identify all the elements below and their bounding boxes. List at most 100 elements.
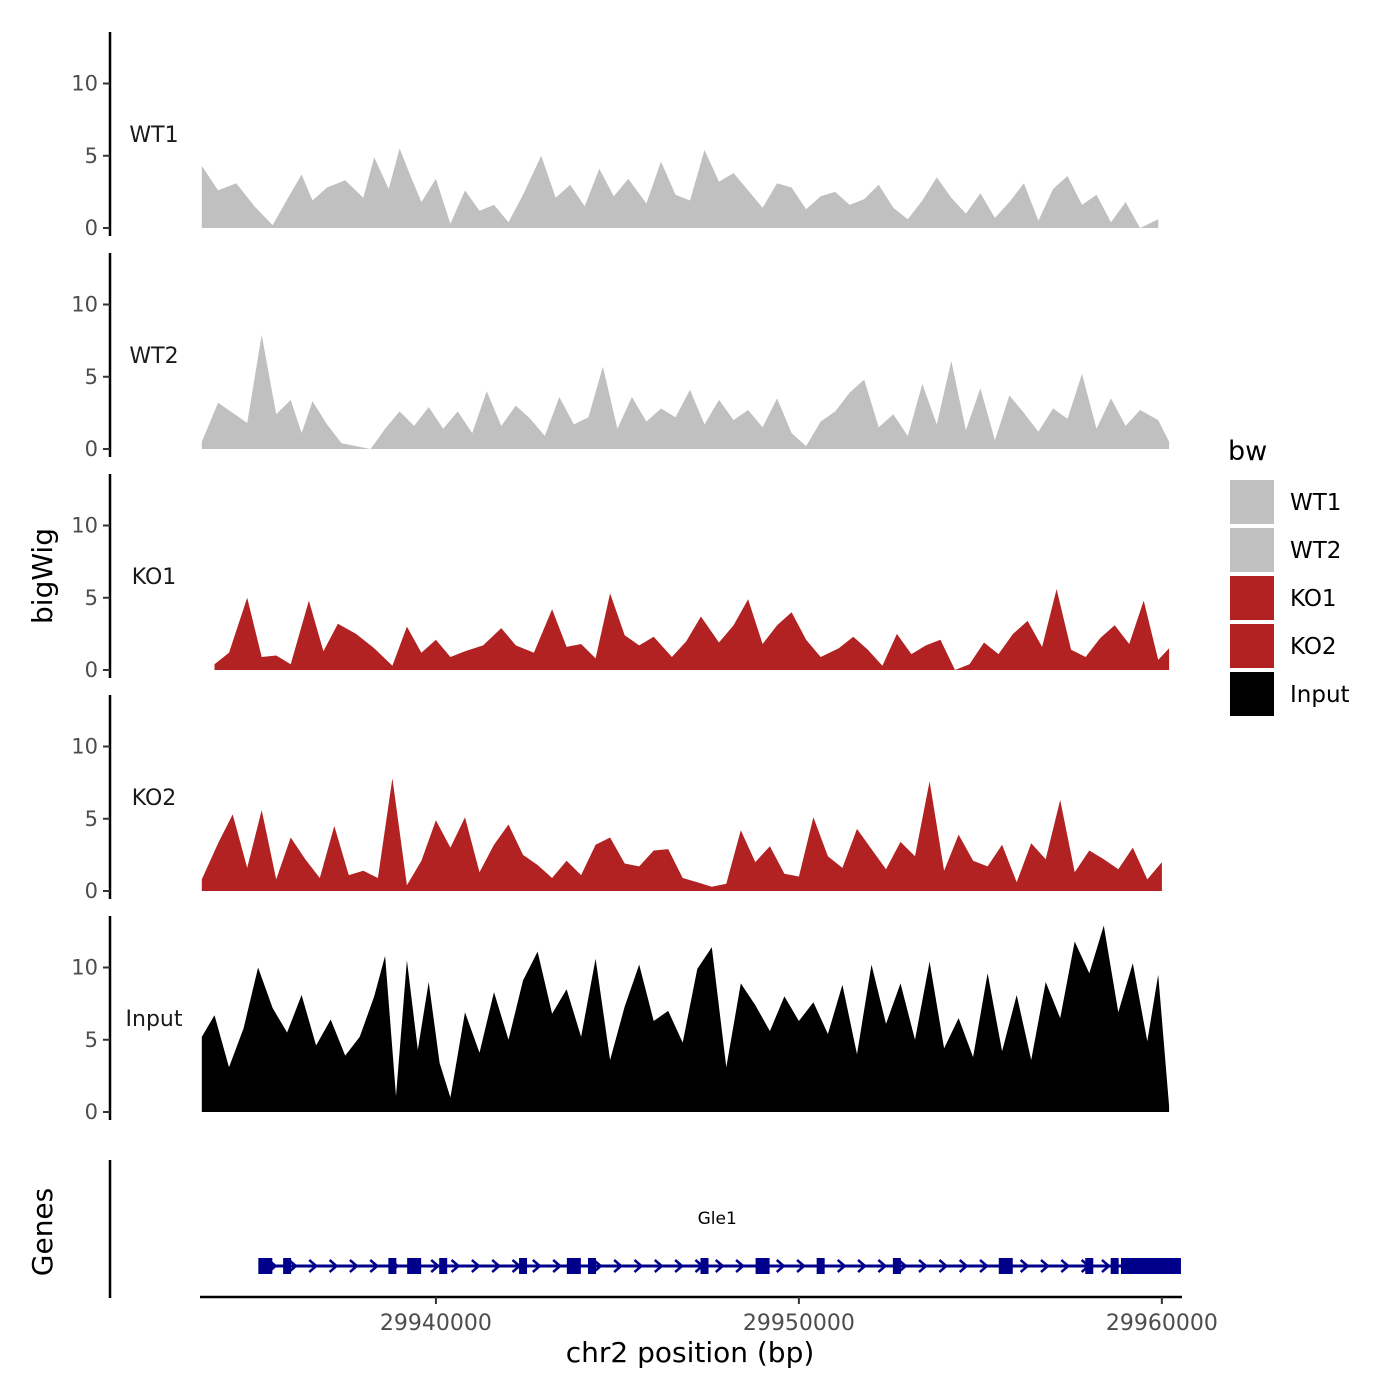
y-tick-label: 10 xyxy=(71,735,98,759)
y-tick-label: 5 xyxy=(85,144,98,168)
strand-arrow xyxy=(450,1259,461,1273)
strand-arrow xyxy=(532,1259,542,1273)
exon-block xyxy=(1085,1258,1094,1274)
exon-block xyxy=(566,1258,581,1274)
exon-block xyxy=(439,1258,448,1274)
track-label: KO1 xyxy=(132,565,177,590)
strand-arrow xyxy=(897,1259,908,1273)
y-tick-label: 0 xyxy=(85,216,98,240)
exon-block xyxy=(755,1258,770,1274)
strand-arrow xyxy=(1019,1259,1030,1273)
x-axis-label: chr2 position (bp) xyxy=(566,1336,815,1369)
legend-swatch xyxy=(1230,528,1274,572)
strand-arrow xyxy=(877,1259,888,1273)
track-label: KO2 xyxy=(132,786,177,811)
legend-swatch xyxy=(1230,576,1274,620)
track-ko1: 0 5 10 KO1 xyxy=(71,474,1170,682)
strand-arrow xyxy=(1060,1259,1071,1273)
track-wt2: 0 5 10 WT2 xyxy=(71,253,1170,461)
legend-swatch xyxy=(1230,480,1274,524)
legend-label: WT1 xyxy=(1290,490,1341,516)
legend-entry-ko1: KO1 xyxy=(1230,576,1337,620)
gene-gle1: Gle1 xyxy=(258,1209,1181,1274)
strand-arrow xyxy=(918,1259,928,1273)
strand-arrow xyxy=(491,1259,502,1273)
track-label: WT2 xyxy=(129,344,178,369)
legend-label: Input xyxy=(1290,682,1350,708)
legend-title: bw xyxy=(1228,436,1267,467)
x-axis: 29940000 29950000 29960000 xyxy=(200,1295,1218,1336)
y-tick-label: 10 xyxy=(71,514,98,538)
strand-arrow xyxy=(552,1259,563,1273)
genes-axis-label: Genes xyxy=(26,1188,59,1276)
strand-arrow xyxy=(735,1259,746,1273)
y-tick-label: 0 xyxy=(85,1100,98,1124)
exon-block xyxy=(258,1258,273,1274)
strand-arrow xyxy=(592,1259,603,1273)
exon-block xyxy=(407,1258,422,1274)
strand-arrow xyxy=(288,1259,298,1273)
legend-entry-wt2: WT2 xyxy=(1230,528,1341,572)
y-tick-label: 10 xyxy=(71,293,98,317)
exon-block xyxy=(700,1258,709,1274)
y-tick-label: 0 xyxy=(85,658,98,682)
y-tick-label: 10 xyxy=(71,956,98,980)
exon-block xyxy=(519,1258,528,1274)
exon-block xyxy=(816,1258,825,1274)
strand-arrow xyxy=(633,1259,644,1273)
x-tick-label: 29940000 xyxy=(380,1311,492,1336)
y-tick-label: 5 xyxy=(85,807,98,831)
legend-entry-ko2: KO2 xyxy=(1230,624,1337,668)
strand-arrow xyxy=(836,1259,847,1273)
exon-block xyxy=(1110,1258,1119,1274)
legend-label: KO1 xyxy=(1290,586,1337,612)
strand-arrow xyxy=(958,1259,969,1273)
legend-swatch xyxy=(1230,624,1274,668)
x-tick-label: 29950000 xyxy=(743,1311,855,1336)
strand-arrow xyxy=(349,1259,359,1273)
strand-arrow xyxy=(471,1259,481,1273)
legend-label: WT2 xyxy=(1290,538,1341,564)
track-panels: 0 5 10 WT1 0 5 10 WT2 0 5 10 KO1 0 5 10 KO2 0 5 10 Input xyxy=(71,32,1170,1124)
legend-entry-wt1: WT1 xyxy=(1230,480,1341,524)
x-tick-label: 29960000 xyxy=(1106,1311,1218,1336)
strand-arrow xyxy=(979,1259,989,1273)
coverage-area xyxy=(201,925,1170,1112)
track-label: Input xyxy=(126,1007,183,1032)
legend-entry-input: Input xyxy=(1230,672,1350,716)
strand-arrow xyxy=(430,1259,441,1273)
strand-arrow xyxy=(796,1259,806,1273)
y-tick-label: 5 xyxy=(85,1028,98,1052)
exon-block xyxy=(892,1258,901,1274)
strand-arrow xyxy=(857,1259,867,1273)
exon-block xyxy=(283,1258,292,1274)
strand-arrow xyxy=(775,1259,786,1273)
strand-arrow xyxy=(328,1259,339,1273)
y-axis-label: bigWig xyxy=(26,528,59,624)
strand-arrow xyxy=(613,1259,624,1273)
track-wt1: 0 5 10 WT1 xyxy=(71,32,1159,240)
track-label: WT1 xyxy=(129,123,178,148)
track-ko2: 0 5 10 KO2 xyxy=(71,695,1162,903)
y-tick-label: 0 xyxy=(85,879,98,903)
genes-panel: Gle1 xyxy=(108,1160,1181,1298)
exon-block xyxy=(388,1258,397,1274)
legend-swatch xyxy=(1230,672,1274,716)
strand-arrow xyxy=(1040,1259,1050,1273)
coverage-area xyxy=(201,148,1159,228)
y-tick-label: 5 xyxy=(85,586,98,610)
y-tick-label: 10 xyxy=(71,72,98,96)
y-tick-label: 5 xyxy=(85,365,98,389)
y-tick-label: 0 xyxy=(85,437,98,461)
gene-name: Gle1 xyxy=(698,1209,737,1229)
legend: WT1 WT2 KO1 KO2 Input xyxy=(1230,480,1350,716)
exon-block xyxy=(588,1258,596,1274)
legend-label: KO2 xyxy=(1290,634,1337,660)
strand-arrow xyxy=(308,1259,319,1273)
strand-arrow xyxy=(369,1259,380,1273)
track-input: 0 5 10 Input xyxy=(71,916,1170,1124)
strand-arrow xyxy=(938,1259,949,1273)
strand-arrow xyxy=(674,1259,685,1273)
exon-block xyxy=(1120,1258,1181,1274)
